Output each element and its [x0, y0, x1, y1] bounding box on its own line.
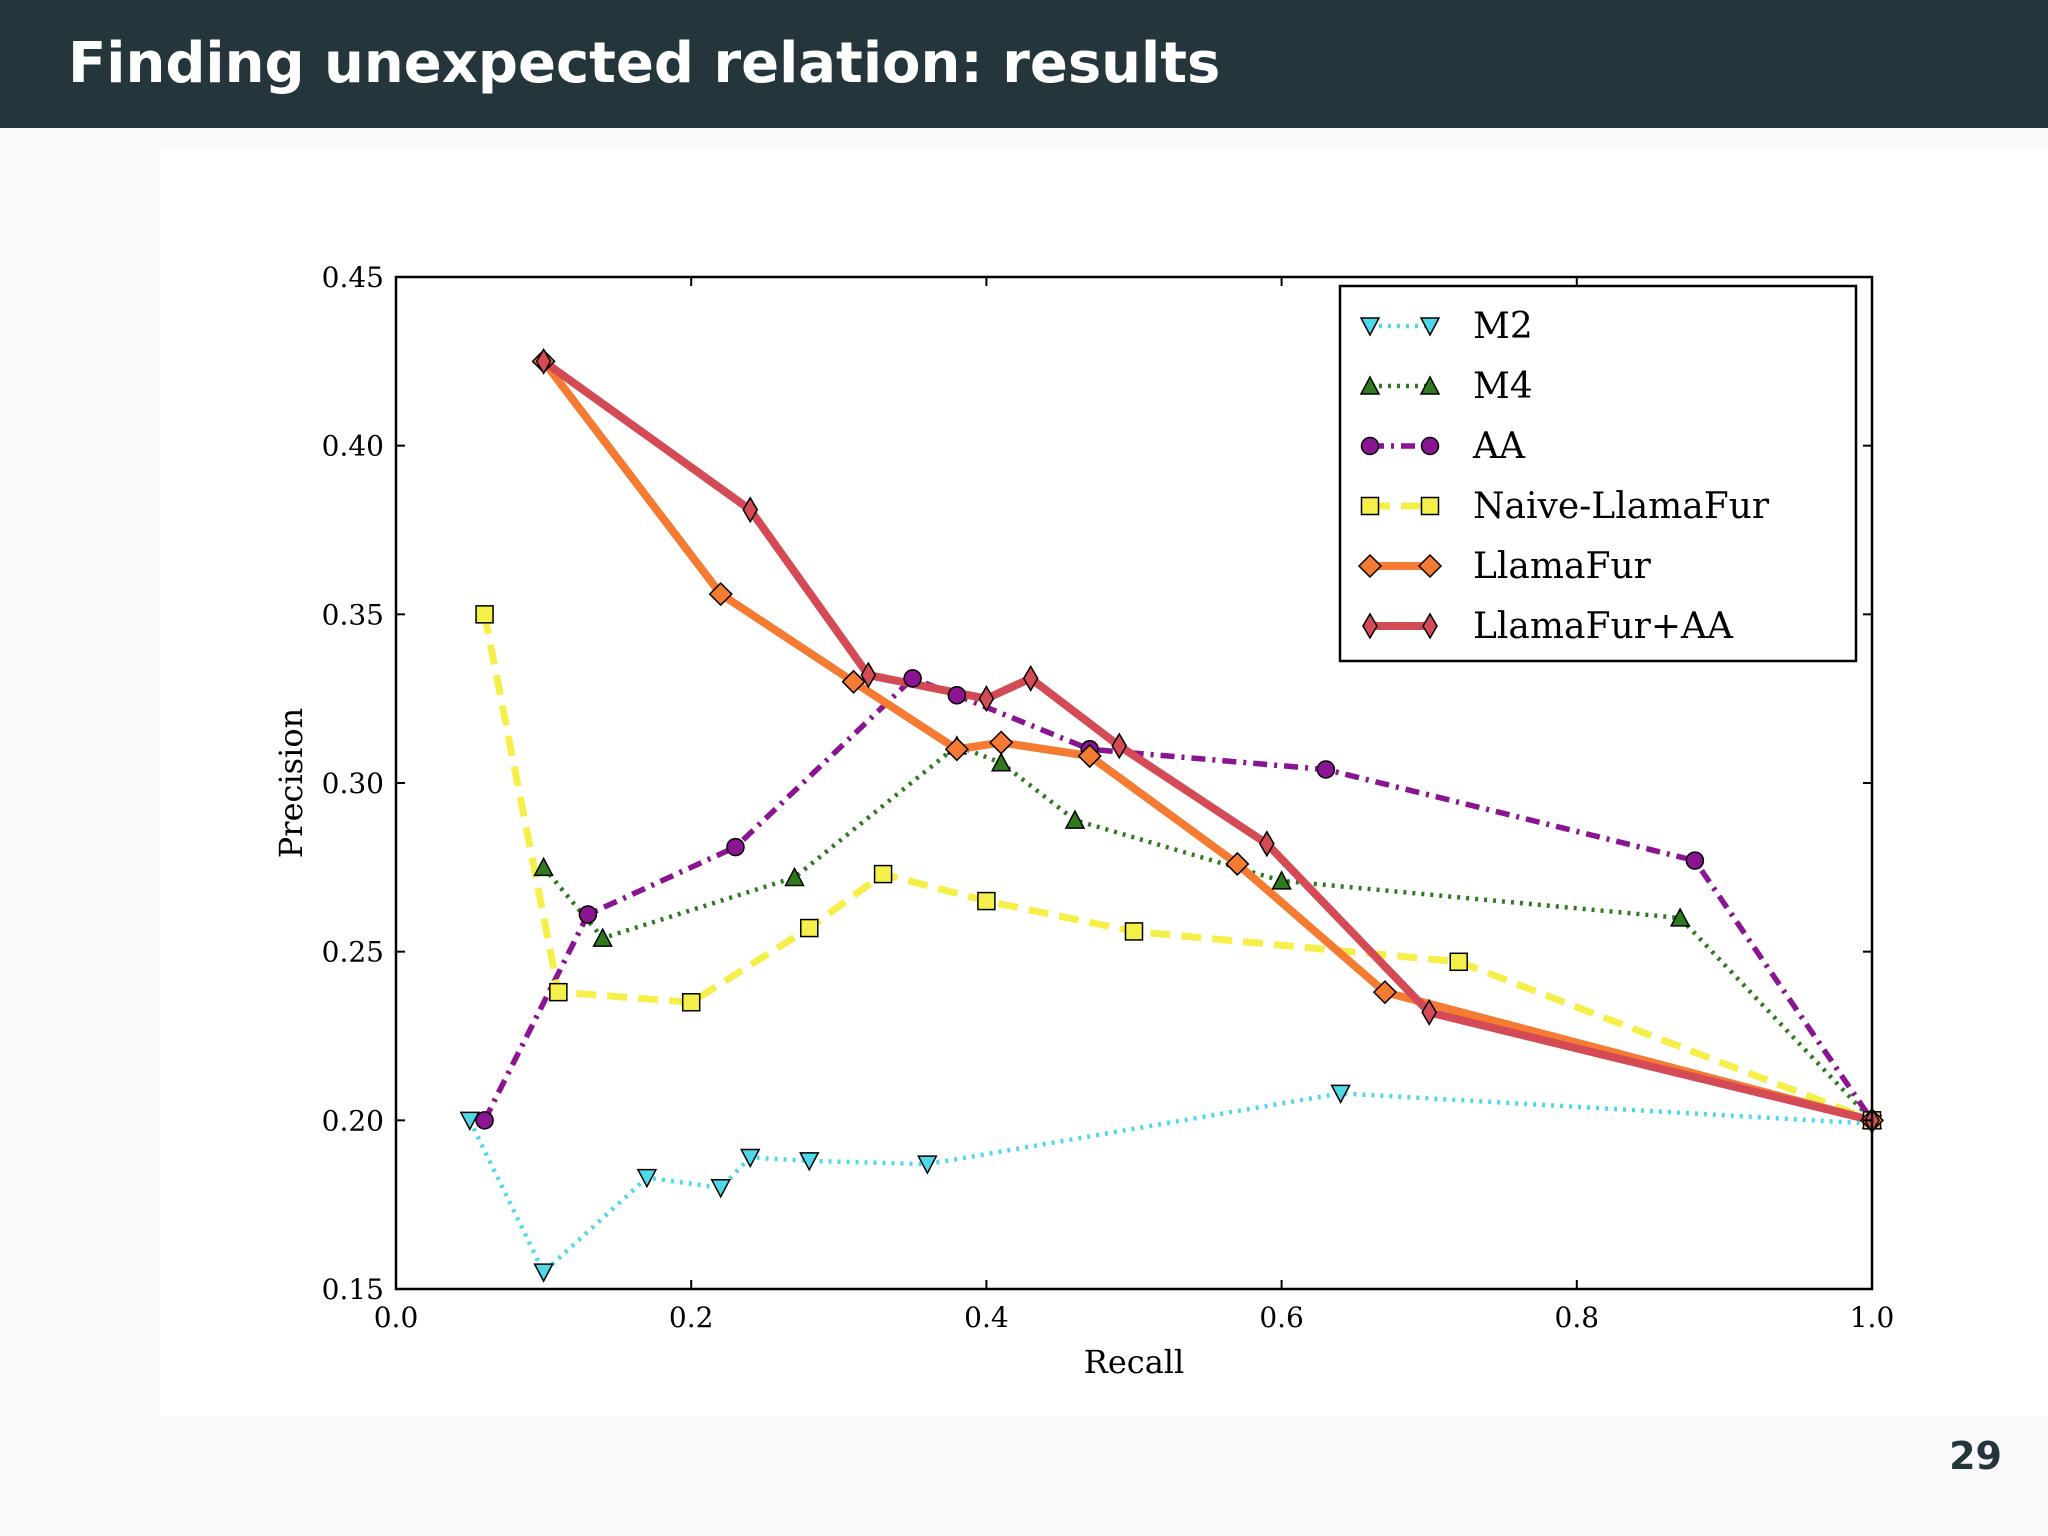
legend-label-m2: M2	[1473, 306, 1533, 347]
legend-marker-aa	[1420, 436, 1440, 456]
data-point-m2	[636, 1168, 658, 1189]
figure-area: 0.0 0.2 0.4 0.6 0.8 1.0 0.15 0.20 0.25 0.30 0.35 0.…	[160, 150, 2048, 1416]
legend-marker-llamafur-aa	[1422, 612, 1438, 640]
data-point-aa	[903, 669, 922, 688]
x-tick-label: 0.6	[1259, 1301, 1304, 1334]
data-point-m2	[917, 1155, 938, 1175]
data-point-llamafur-aa	[1022, 664, 1039, 692]
data-point-m4	[1271, 870, 1292, 890]
y-tick-label: 0.45	[322, 261, 384, 294]
data-point-aa	[1316, 760, 1336, 779]
data-point-llamafur	[841, 669, 866, 694]
data-point-aa	[1685, 851, 1705, 870]
data-point-llamafur	[708, 582, 733, 607]
legend-label-llamafur-aa: LlamaFur+AA	[1473, 606, 1734, 647]
data-point-naive-llamafur	[873, 864, 893, 884]
data-point-m2	[739, 1148, 761, 1169]
data-point-m4	[990, 752, 1012, 772]
data-point-llamafur-aa	[535, 347, 552, 375]
legend-label-llamafur: LlamaFur	[1473, 546, 1652, 587]
legend-label-naive-llamafur: Naive-LlamaFur	[1473, 486, 1770, 527]
data-point-m2	[533, 1263, 554, 1283]
data-point-llamafur-aa	[1111, 732, 1128, 760]
precision-recall-chart: 0.0 0.2 0.4 0.6 0.8 1.0 0.15 0.20 0.25 0.30 0.35 0.…	[272, 261, 1895, 1381]
data-point-m4	[1669, 907, 1691, 927]
y-tick-label: 0.25	[322, 936, 384, 969]
page-number: 29	[1949, 1434, 2002, 1478]
legend-marker-llamafur	[1357, 553, 1383, 579]
y-axis-label: Precision	[272, 708, 310, 858]
data-point-llamafur-aa	[1258, 830, 1275, 858]
data-point-m4	[1064, 809, 1086, 829]
x-tick-label: 0.2	[669, 1301, 714, 1334]
legend-label-aa: AA	[1472, 426, 1526, 467]
data-point-m4	[784, 866, 805, 887]
data-point-m2	[710, 1179, 731, 1199]
legend-marker-m2	[1419, 317, 1441, 337]
data-point-llamafur	[989, 730, 1014, 755]
legend-marker-naive-llamafur	[1360, 496, 1380, 516]
data-point-llamafur	[1077, 743, 1102, 769]
data-point-naive-llamafur	[1449, 952, 1468, 972]
data-point-naive-llamafur	[475, 605, 494, 624]
slide-title: Finding unexpected relation: results	[68, 31, 1221, 96]
series-line-m2	[467, 1091, 1873, 1275]
data-point-llamafur-aa	[978, 685, 995, 713]
legend-label-m4: M4	[1473, 366, 1533, 407]
data-point-m2	[1330, 1084, 1351, 1104]
slide-header: Finding unexpected relation: results	[0, 0, 2048, 128]
y-tick-label: 0.30	[322, 767, 384, 800]
data-point-aa	[726, 837, 745, 857]
x-tick-label: 0.8	[1555, 1301, 1600, 1334]
legend-marker-naive-llamafur	[1420, 496, 1440, 516]
legend-marker-m4	[1359, 375, 1381, 395]
data-point-llamafur-aa	[742, 496, 759, 524]
legend-marker-m4	[1419, 375, 1441, 395]
legend-box	[1338, 284, 1858, 663]
data-point-m4	[592, 927, 613, 947]
data-point-llamafur	[1225, 851, 1250, 877]
legend: M2 M4 AA Naive-LlamaFur LlamaFur LlamaFur+AA	[1338, 284, 1858, 663]
y-tick-label: 0.15	[322, 1273, 384, 1306]
y-tick-label: 0.35	[322, 598, 384, 631]
x-axis-label: Recall	[1084, 1343, 1185, 1381]
series-line-aa	[482, 675, 1875, 1122]
data-point-m2	[459, 1111, 481, 1131]
data-point-llamafur	[1372, 980, 1397, 1005]
data-point-llamafur	[944, 737, 969, 762]
data-point-naive-llamafur	[800, 918, 819, 938]
y-tick-label: 0.20	[322, 1104, 384, 1137]
data-point-aa	[578, 905, 598, 924]
data-point-naive-llamafur	[977, 891, 996, 911]
data-point-llamafur-aa	[860, 661, 877, 689]
y-tick-label: 0.40	[322, 430, 384, 463]
legend-marker-llamafur-aa	[1362, 612, 1378, 640]
x-tick-label: 0.4	[964, 1301, 1009, 1334]
data-point-naive-llamafur	[681, 993, 701, 1012]
x-tick-label: 1.0	[1850, 1301, 1895, 1334]
data-point-naive-llamafur	[1124, 922, 1144, 941]
legend-marker-llamafur	[1417, 553, 1443, 579]
legend-marker-m2	[1359, 317, 1381, 337]
legend-marker-aa	[1360, 436, 1380, 456]
data-point-aa	[475, 1111, 494, 1130]
data-point-m2	[799, 1152, 820, 1172]
data-point-llamafur-aa	[1421, 998, 1438, 1026]
data-point-naive-llamafur	[549, 982, 568, 1002]
data-point-m4	[533, 856, 554, 877]
x-tick-label: 0.0	[374, 1301, 419, 1334]
data-point-aa	[947, 686, 967, 705]
